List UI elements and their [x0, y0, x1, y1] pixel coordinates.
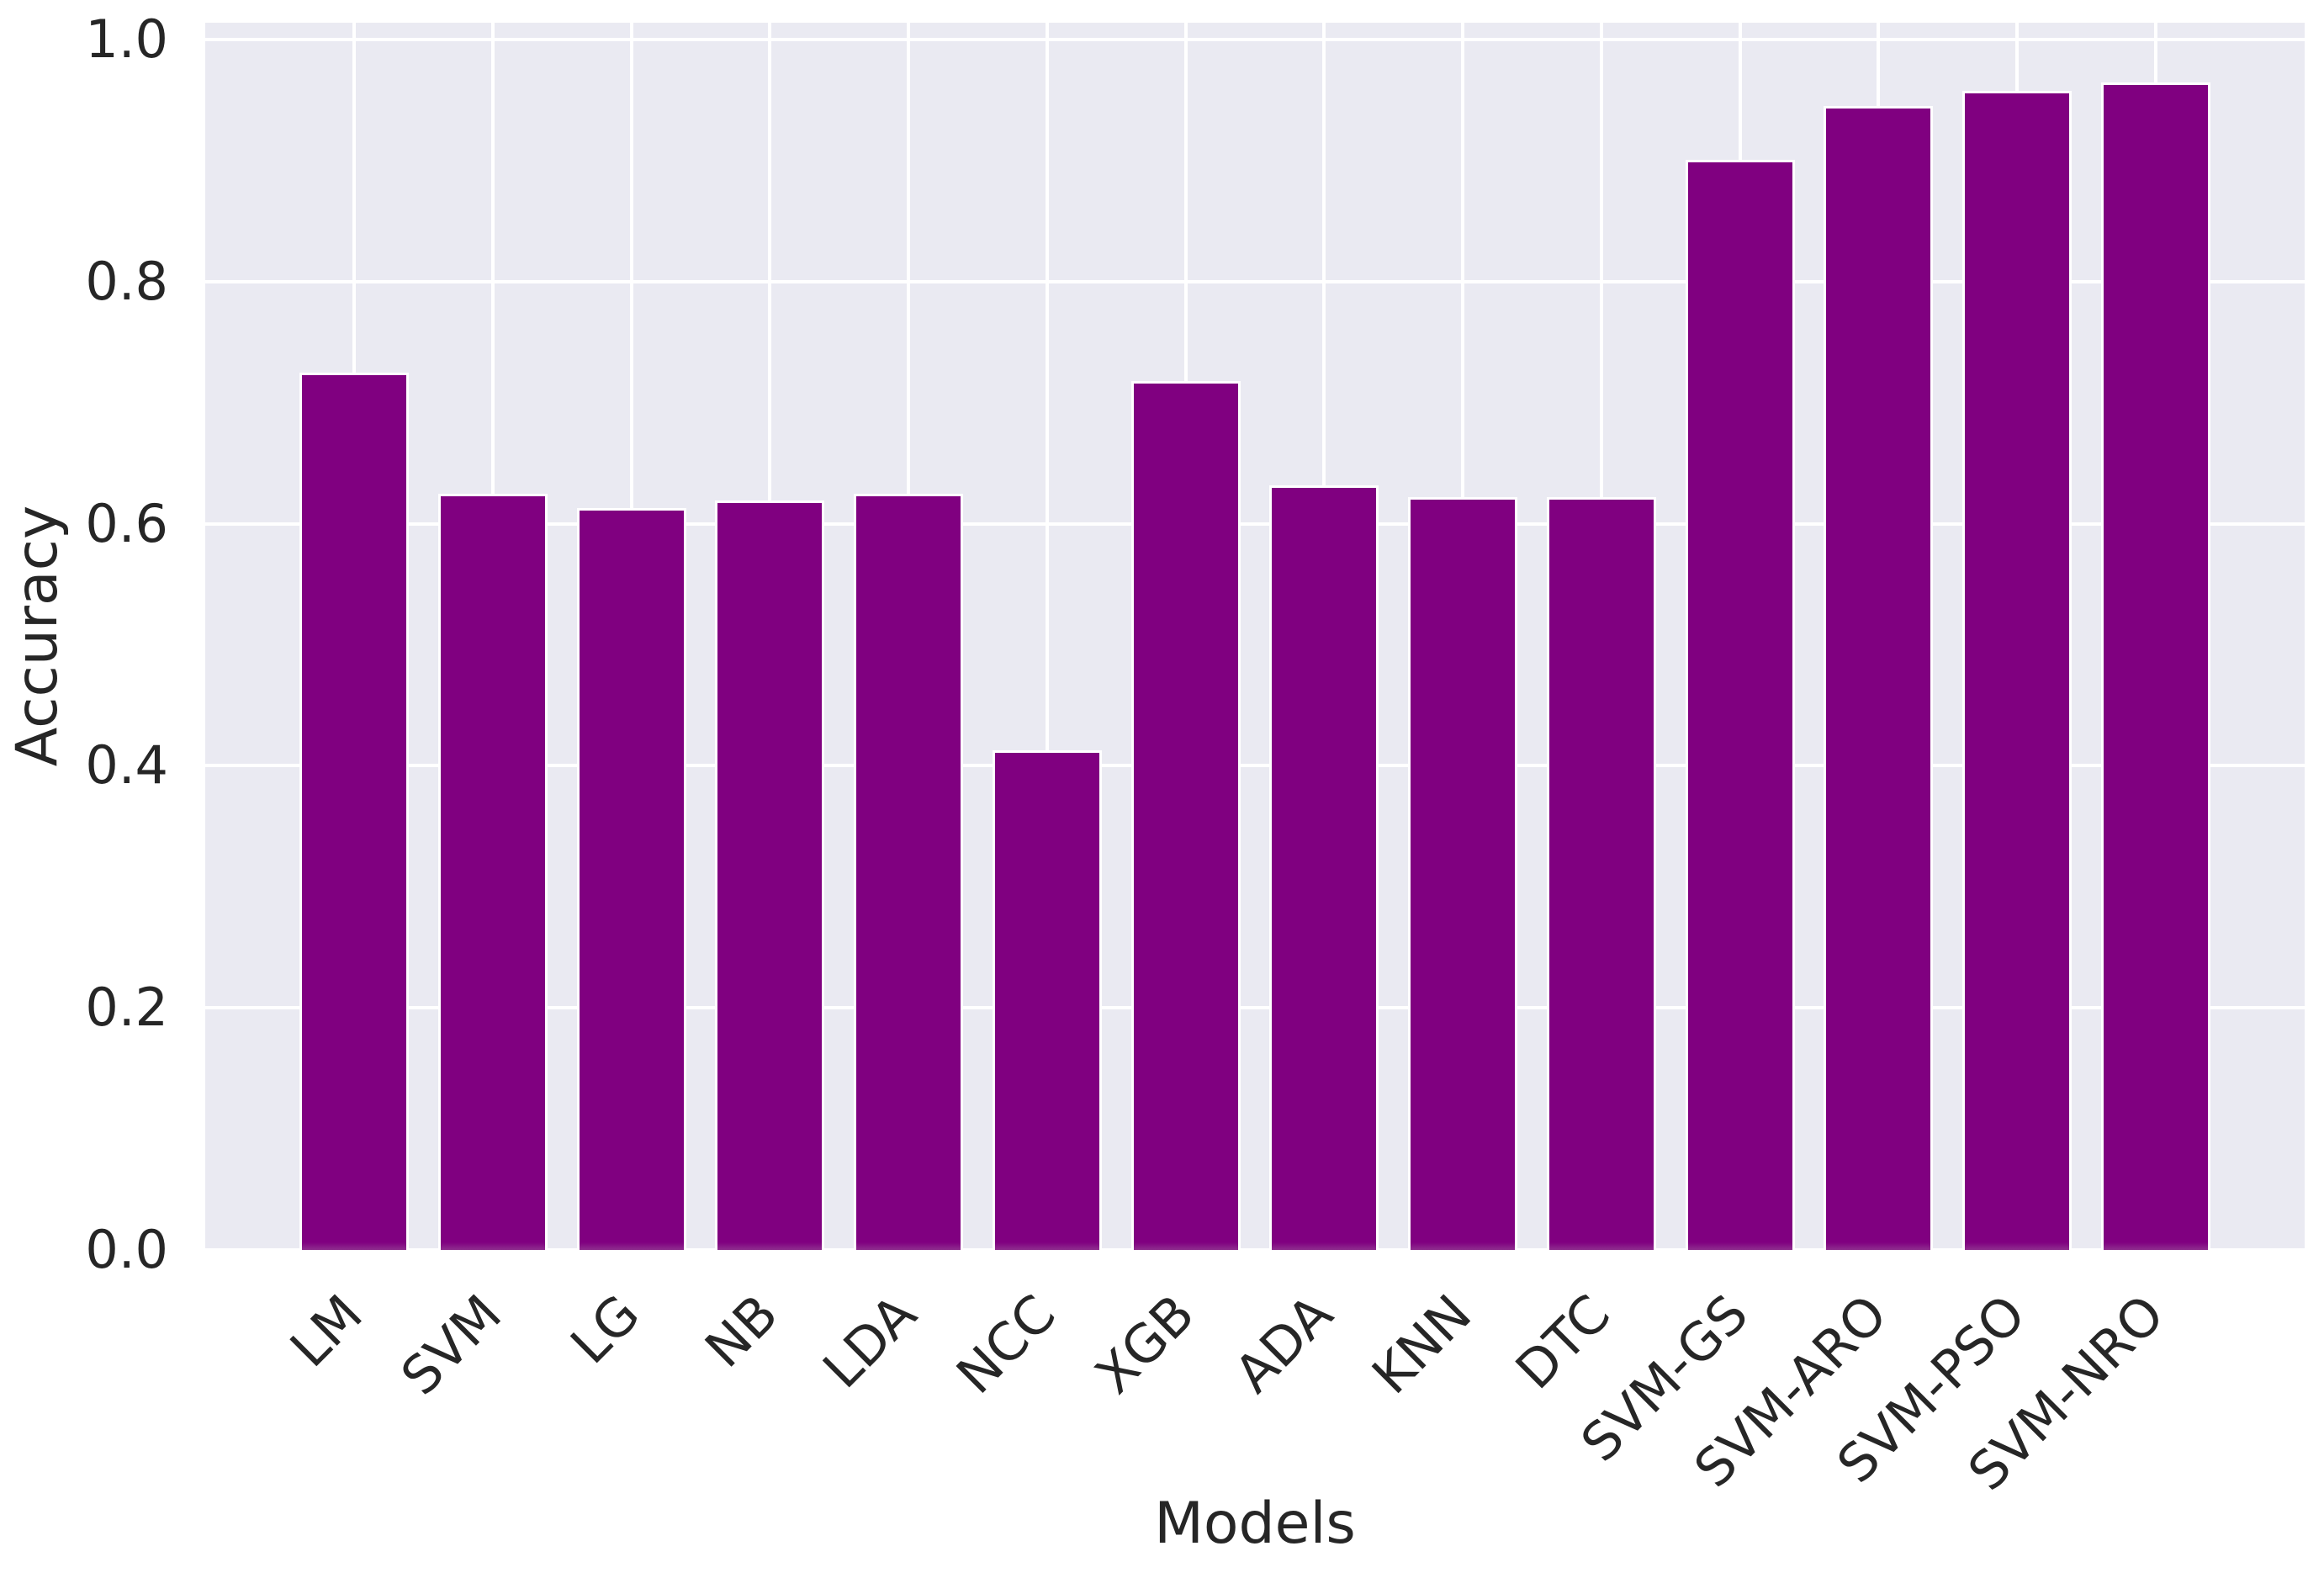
- x-tick-label: LG: [559, 1283, 652, 1376]
- y-tick-label: 0.4: [85, 734, 168, 797]
- x-axis-label: Models: [1154, 1491, 1356, 1557]
- bar-KNN: [1408, 497, 1518, 1250]
- y-tick-label: 0.6: [85, 492, 168, 554]
- horizontal-gridline: [205, 279, 2305, 283]
- y-tick-label: 0.2: [85, 977, 168, 1039]
- vertical-gridline: [1045, 23, 1049, 1250]
- bar-SVM: [437, 493, 548, 1250]
- bar-LG: [576, 507, 686, 1250]
- x-tick-label: ADA: [1222, 1283, 1345, 1405]
- x-tick-label: LM: [278, 1283, 374, 1379]
- bar-NB: [715, 500, 825, 1250]
- x-tick-label: NCC: [944, 1283, 1067, 1406]
- y-tick-label: 0.8: [85, 250, 168, 312]
- y-tick-label: 1.0: [85, 8, 168, 71]
- y-tick-label: 0.0: [85, 1219, 168, 1280]
- x-tick-label: XGB: [1083, 1283, 1206, 1406]
- horizontal-gridline: [205, 38, 2305, 42]
- y-axis-label: Accuracy: [4, 505, 71, 767]
- plot-area: [205, 23, 2305, 1252]
- horizontal-gridline: [205, 1006, 2305, 1010]
- x-tick-label: NB: [693, 1283, 791, 1379]
- horizontal-gridline: [205, 764, 2305, 768]
- bar-DTC: [1546, 497, 1656, 1250]
- bar-SVM-NRO: [2101, 82, 2210, 1250]
- horizontal-gridline: [205, 522, 2305, 526]
- bar-SVM-GS: [1685, 159, 1795, 1250]
- bar-SVM-PSO: [1962, 90, 2073, 1250]
- bar-LM: [299, 372, 409, 1250]
- bar-NCC: [992, 749, 1102, 1250]
- bar-LDA: [854, 493, 964, 1250]
- bar-ADA: [1269, 485, 1379, 1250]
- x-tick-label: DTC: [1503, 1283, 1622, 1401]
- x-tick-label: LDA: [811, 1283, 929, 1401]
- bar-XGB: [1130, 380, 1241, 1250]
- horizontal-gridline: [205, 1248, 2305, 1252]
- x-tick-label: KNN: [1359, 1283, 1483, 1406]
- bar-SVM-ARO: [1824, 106, 1934, 1250]
- x-tick-label: SVM: [389, 1283, 513, 1407]
